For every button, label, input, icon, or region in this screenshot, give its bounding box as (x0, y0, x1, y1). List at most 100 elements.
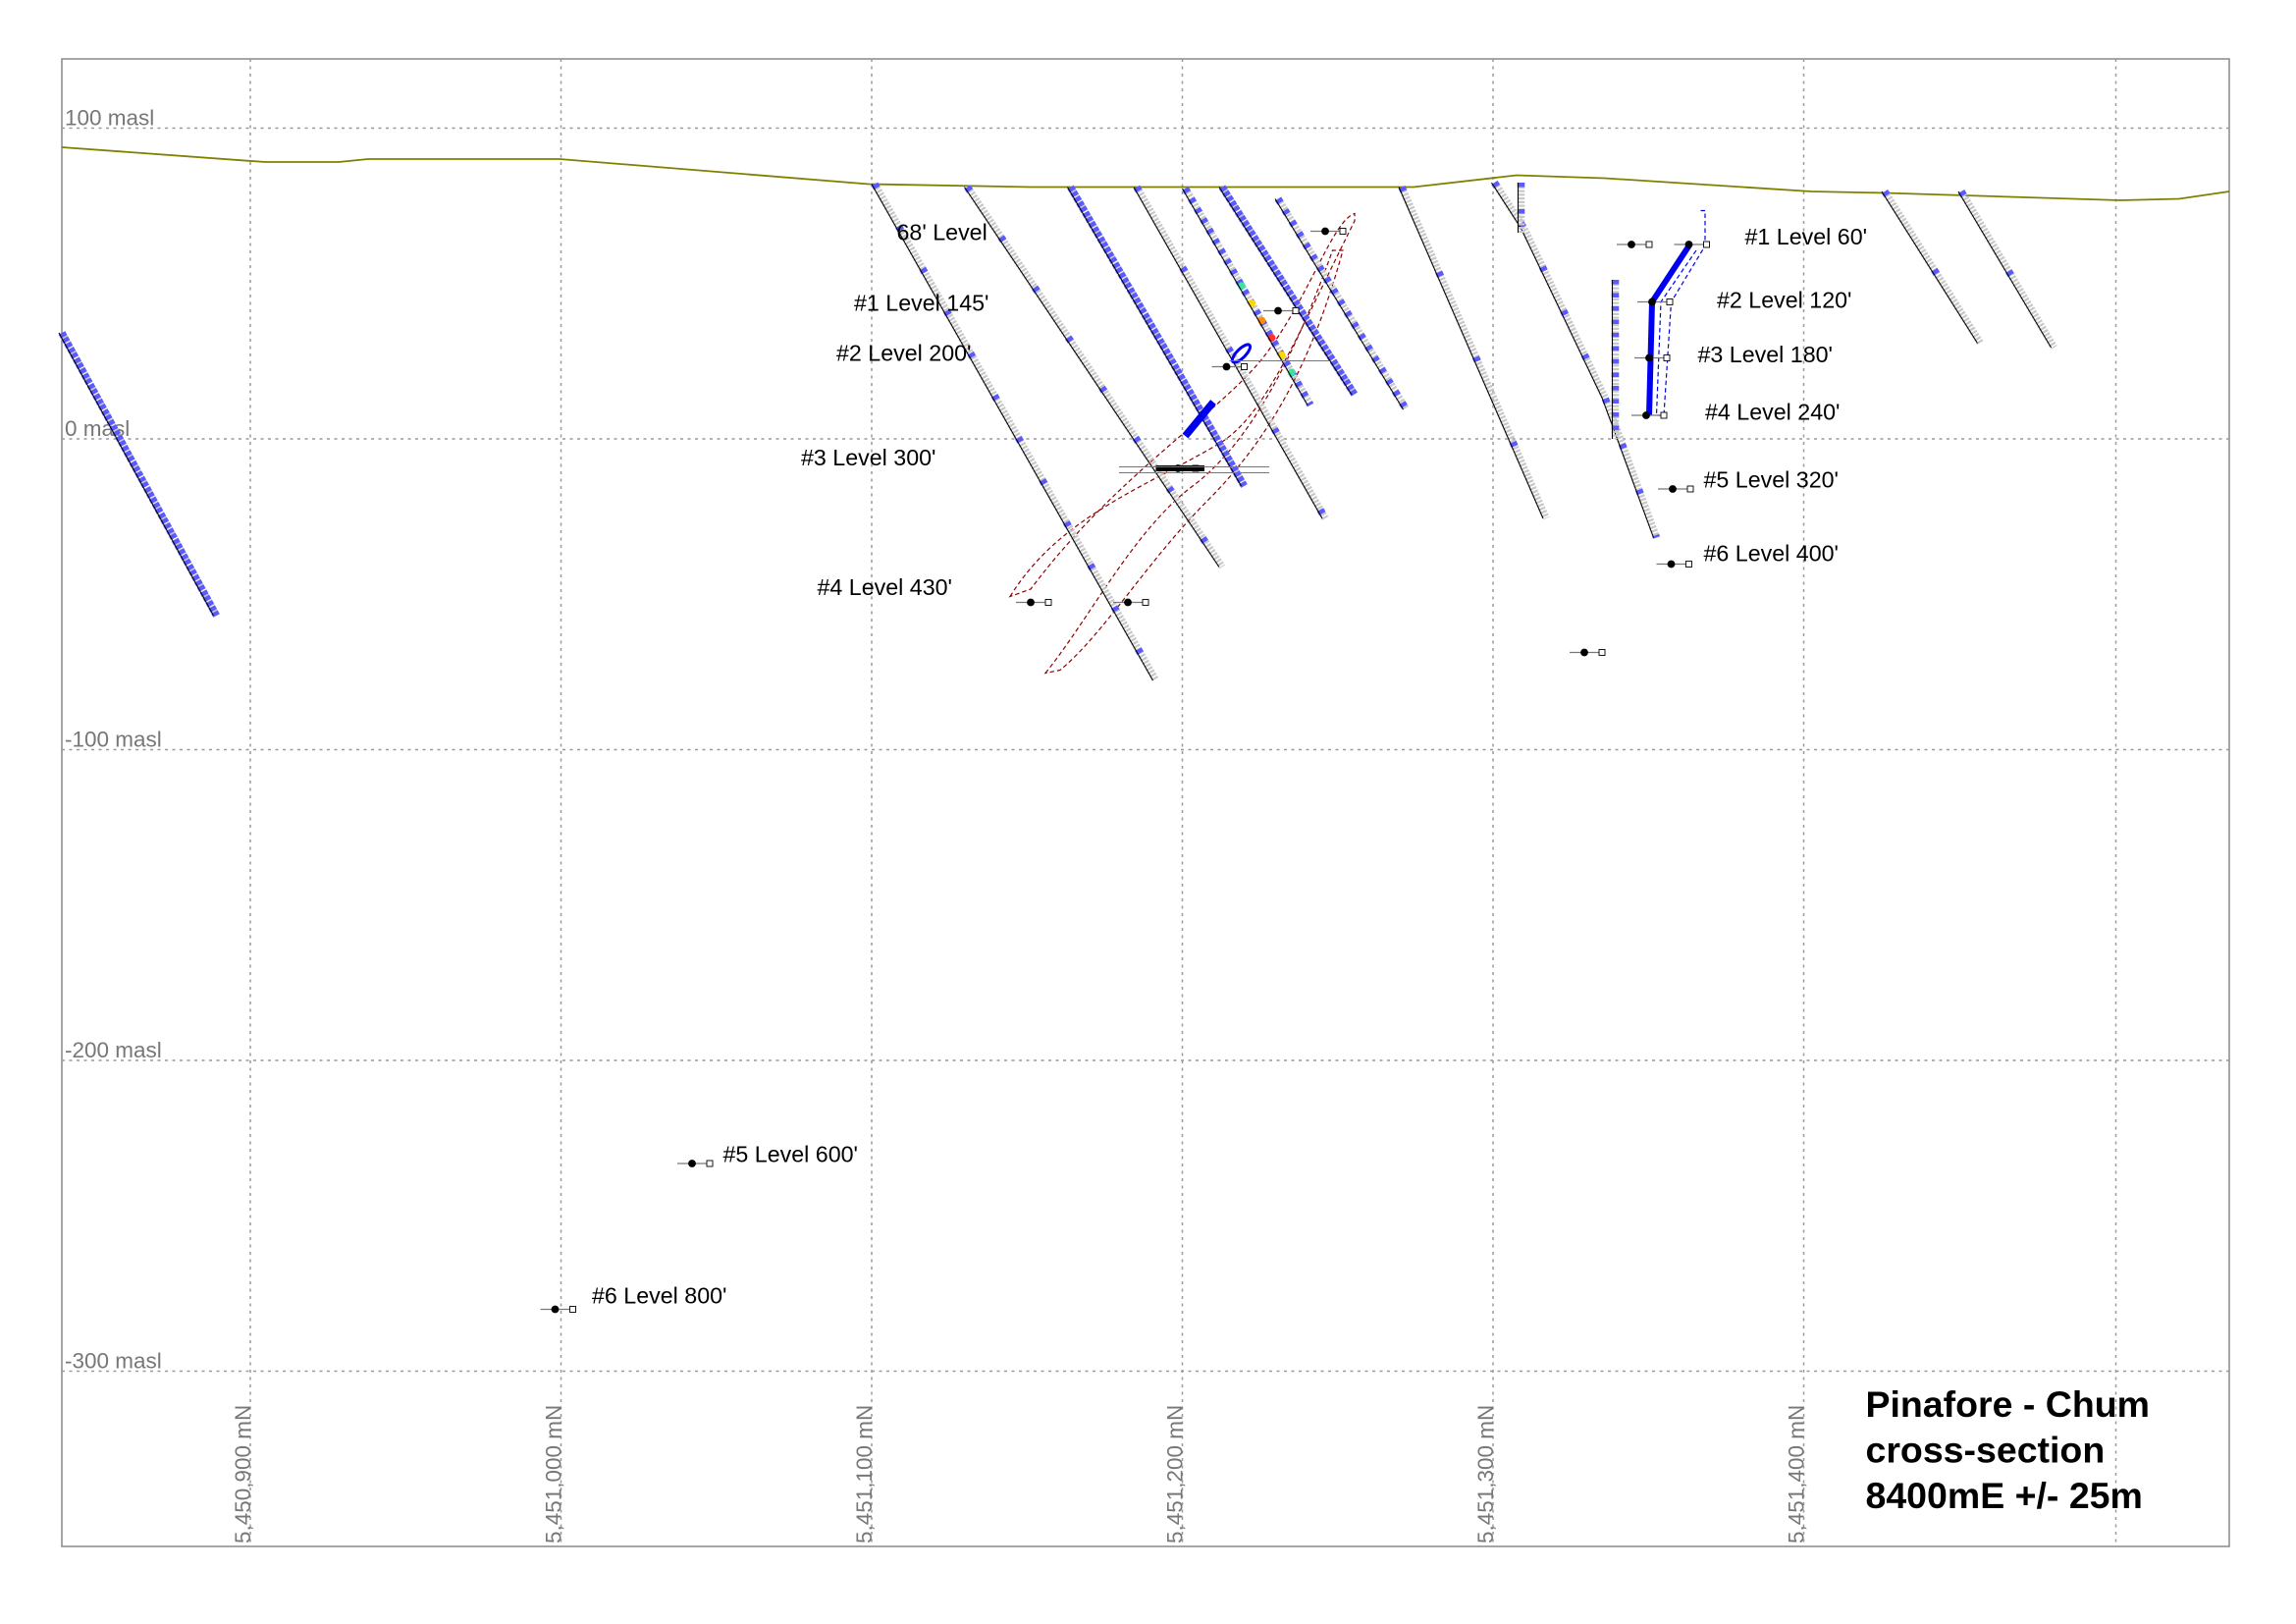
marker-box (1044, 599, 1052, 606)
level-marker[interactable] (1310, 227, 1347, 236)
stope-outline (1655, 209, 1706, 416)
level-drift-bar (1155, 464, 1205, 471)
level-label: #3 Level 300' (801, 445, 936, 470)
level-marker[interactable] (1263, 306, 1300, 315)
level-shaft-dot (1667, 560, 1676, 568)
drillhole-trace (1133, 185, 1329, 520)
level-marker[interactable] (1631, 411, 1668, 419)
level-shaft-dot (1321, 227, 1329, 236)
drillhole-centerline (1133, 187, 1323, 519)
level-shaft-dot (1642, 411, 1650, 419)
level-marker[interactable] (540, 1305, 576, 1314)
level-label: #6 Level 800' (592, 1282, 727, 1308)
drillhole-centerline (1218, 187, 1353, 396)
drillhole[interactable] (1067, 185, 1248, 488)
drillhole-centerline (1182, 188, 1308, 406)
title-line-3: 8400mE +/- 25m (1866, 1475, 2143, 1516)
level-label: #2 Level 120' (1717, 287, 1852, 312)
drillhole[interactable] (1491, 180, 1661, 539)
drillhole-centerline (58, 332, 214, 617)
drillhole-centerline (1491, 182, 1654, 538)
drillhole-centerline (1398, 187, 1544, 519)
level-marker[interactable] (677, 1160, 714, 1167)
level-label: #6 Level 400' (1704, 540, 1840, 566)
level-shaft-dot (1648, 298, 1656, 306)
drillhole-centerline (1067, 187, 1242, 487)
drillhole[interactable] (1517, 182, 1525, 233)
level-marker[interactable] (1656, 560, 1692, 568)
marker-box (1241, 363, 1248, 370)
drillhole[interactable] (964, 185, 1226, 569)
drillhole[interactable] (871, 182, 1159, 682)
northing-label: 5,451,200 mN (1163, 1405, 1188, 1543)
marker-box (1686, 485, 1694, 493)
marker-box (1703, 241, 1710, 248)
level-marker[interactable] (1016, 598, 1052, 607)
drillhole[interactable] (1218, 185, 1359, 398)
level-labels: 68' Level #1 Level 145' #2 Level 200' #3 Le… (592, 219, 1867, 1308)
level-marker[interactable] (1211, 362, 1248, 371)
drillhole[interactable] (1398, 186, 1550, 520)
northing-label: 5,451,300 mN (1473, 1405, 1498, 1543)
drillhole-centerline (1957, 190, 2052, 349)
drillhole-trace (1881, 189, 1984, 346)
ore-outline (1008, 212, 1356, 598)
stope-solid (1230, 343, 1253, 364)
level-label: #1 Level 145' (854, 290, 989, 315)
drillholes (58, 180, 2057, 682)
marker-box (1645, 241, 1653, 248)
marker-box (1660, 411, 1668, 419)
ore-outline (1043, 249, 1344, 675)
drillhole-trace (1957, 189, 2057, 350)
assay-interval (1491, 180, 1661, 539)
assay-interval (1067, 185, 1248, 488)
drillhole[interactable] (1182, 187, 1314, 407)
level-shaft-dot (1645, 353, 1653, 362)
level-marker[interactable] (1658, 485, 1694, 493)
level-label: #1 Level 60' (1745, 224, 1868, 249)
level-marker[interactable] (1617, 241, 1653, 248)
drillhole[interactable] (1957, 189, 2057, 350)
level-label: #5 Level 600' (723, 1141, 859, 1166)
drillhole[interactable] (1611, 279, 1620, 439)
level-marker[interactable] (1570, 648, 1606, 657)
level-shaft-dot (1027, 598, 1035, 607)
title-line-1: Pinafore - Chum (1866, 1383, 2150, 1425)
level-marker[interactable] (1637, 298, 1674, 306)
grid (62, 58, 2229, 1546)
drillhole[interactable] (1133, 185, 1329, 520)
marker-box (1685, 561, 1692, 568)
marker-box (1598, 649, 1606, 656)
level-marker[interactable] (1113, 598, 1149, 607)
title-block: Pinafore - Chum cross-section 8400mE +/-… (1866, 1383, 2150, 1516)
assay-interval (58, 331, 220, 618)
marker-box (1666, 298, 1674, 305)
level-shaft-dot (688, 1160, 696, 1167)
level-marker[interactable] (1634, 353, 1671, 362)
level-label: #2 Level 200' (836, 340, 972, 365)
level-shaft-dot (1580, 648, 1588, 657)
level-markers (540, 227, 1710, 1314)
topography-line (61, 146, 2230, 201)
drillhole-centerline (964, 187, 1220, 568)
level-label: 68' Level (897, 219, 988, 244)
marker-box (1292, 307, 1300, 314)
drillhole-centerline (871, 184, 1153, 681)
marker-box (1339, 228, 1347, 235)
drillhole[interactable] (58, 331, 220, 618)
level-label: #4 Level 430' (818, 574, 953, 600)
drillhole[interactable] (1274, 196, 1410, 411)
level-shaft-dot (1222, 362, 1231, 371)
elevation-label: -100 masl (65, 727, 162, 751)
drillhole[interactable] (1881, 189, 1984, 346)
map-frame (61, 58, 2230, 1547)
level-label: #4 Level 240' (1705, 399, 1841, 424)
elevation-label: -300 masl (65, 1348, 162, 1373)
assay-interval (1274, 196, 1410, 411)
level-marker[interactable] (1674, 241, 1710, 248)
northing-label: 5,451,000 mN (542, 1405, 566, 1543)
level-label: #5 Level 320' (1704, 466, 1840, 492)
level-shaft-dot (1628, 241, 1635, 248)
ore-outlines (1008, 212, 1356, 675)
